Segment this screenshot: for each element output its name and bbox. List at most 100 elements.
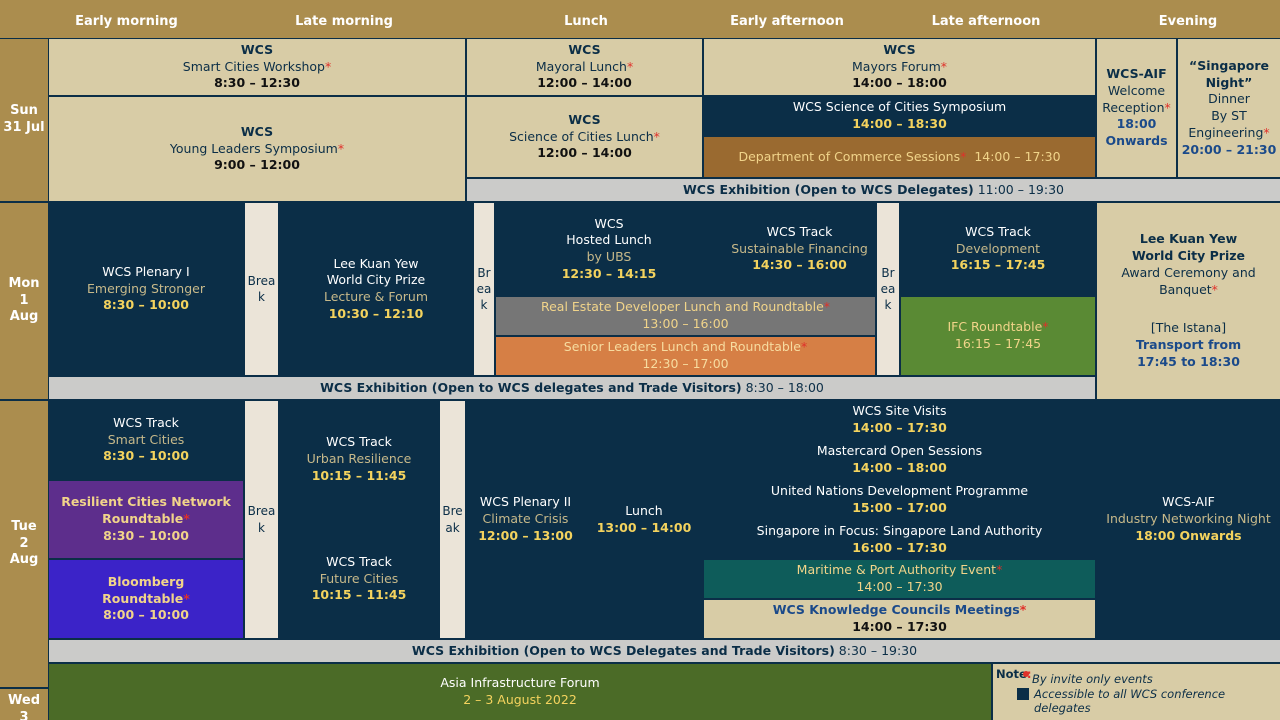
break-mon-3: Break — [877, 203, 899, 375]
event-title: Real Estate Developer Lunch and Roundtab… — [540, 299, 824, 315]
event-tue-lunch[interactable]: Lunch 13:00 – 14:00 — [586, 401, 702, 638]
invite-marker: * — [823, 299, 831, 315]
event-senior-leaders-roundtable[interactable]: Senior Leaders Lunch and Roundtable* 12:… — [496, 337, 875, 375]
invite-marker: * — [626, 58, 634, 74]
event-title: Development — [955, 240, 1041, 256]
day-label-sun: Sun 31 Jul — [0, 39, 48, 201]
event-real-estate-roundtable[interactable]: Real Estate Developer Lunch and Roundtab… — [496, 297, 875, 335]
event-wcs-hosted-lunch[interactable]: WCS Hosted Lunch by UBS 12:30 – 14:15 — [496, 203, 722, 295]
day-name: Wed — [8, 693, 40, 708]
event-time: 13:00 – 16:00 — [642, 316, 729, 331]
event-title: Climate Crisis — [482, 511, 569, 527]
event-title: IFC Roundtable — [947, 319, 1043, 335]
event-org: WCS — [568, 111, 601, 127]
event-development-track[interactable]: WCS Track Development 16:15 – 17:45 — [901, 203, 1095, 295]
event-department-of-commerce-sessions[interactable]: Department of Commerce Sessions* 14:00 –… — [704, 137, 1095, 177]
break-tue-1: Break — [245, 401, 278, 638]
event-time: 9:00 – 12:00 — [214, 157, 300, 173]
exhibition-time: 11:00 – 19:30 — [977, 181, 1064, 197]
day-date: 1 Aug — [9, 292, 39, 325]
event-sustainable-financing[interactable]: WCS Track Sustainable Financing 14:30 – … — [724, 203, 875, 295]
event-line: World City Prize — [326, 272, 426, 288]
event-time: 15:00 – 17:00 — [852, 500, 947, 515]
invite-marker: * — [996, 562, 1003, 578]
event-science-of-cities-symposium[interactable]: WCS Science of Cities Symposium 14:00 – … — [704, 97, 1095, 135]
break-label: Break — [442, 504, 463, 535]
event-ifc-roundtable[interactable]: IFC Roundtable* 16:15 – 17:45 — [901, 297, 1095, 375]
event-future-cities-track[interactable]: WCS Track Future Cities 10:15 – 11:45 — [280, 520, 438, 638]
event-org: WCS Plenary I — [102, 263, 190, 279]
event-time: 10:30 – 12:10 — [328, 305, 424, 321]
event-time: 14:00 – 18:00 — [852, 460, 947, 475]
event-title: Senior Leaders Lunch and Roundtable — [563, 339, 801, 355]
exhibition-bar-tue[interactable]: WCS Exhibition (Open to WCS Delegates an… — [49, 640, 1280, 662]
event-title: Lecture & Forum — [323, 289, 428, 304]
event-smart-cities-track[interactable]: WCS Track Smart Cities 8:30 – 10:00 — [49, 401, 243, 479]
exhibition-label: WCS Exhibition (Open to WCS Delegates) — [683, 181, 974, 197]
event-wcs-plenary-2[interactable]: WCS Plenary II Climate Crisis 12:00 – 13… — [467, 401, 584, 638]
event-time: 16:15 – 17:45 — [950, 257, 1046, 273]
exhibition-bar-sun[interactable]: WCS Exhibition (Open to WCS Delegates) 1… — [467, 179, 1280, 201]
event-org: WCS Track — [965, 223, 1031, 239]
event-time: 14:30 – 16:00 — [752, 257, 847, 273]
event-title: Singapore in Focus: Singapore Land Autho… — [756, 522, 1043, 538]
invite-marker: * — [1211, 281, 1218, 297]
invite-marker: * — [1042, 319, 1049, 335]
event-young-leaders-symposium[interactable]: WCS Young Leaders Symposium* 9:00 – 12:0… — [49, 97, 465, 201]
event-time: 14:00 – 17:30 — [974, 148, 1061, 164]
event-time: 12:30 – 17:00 — [642, 356, 729, 371]
event-title: Industry Networking Night — [1106, 511, 1271, 527]
invite-marker: * — [1019, 602, 1027, 618]
event-urban-resilience-track[interactable]: WCS Track Urban Resilience 10:15 – 11:45 — [280, 401, 438, 518]
event-time: 8:00 – 10:00 — [103, 607, 189, 623]
event-wcs-aif-networking-night[interactable]: WCS-AIF Industry Networking Night 18:00 … — [1097, 401, 1280, 638]
event-wcs-plenary-1[interactable]: WCS Plenary I Emerging Stronger 8:30 – 1… — [49, 203, 243, 375]
event-time: 8:30 – 10:00 — [103, 297, 189, 313]
event-lky-prize-award-banquet[interactable]: Lee Kuan Yew World City Prize Award Cere… — [1097, 203, 1280, 399]
event-venue: [The Istana] — [1150, 320, 1227, 336]
exhibition-bar-mon[interactable]: WCS Exhibition (Open to WCS delegates an… — [49, 377, 1095, 399]
event-smart-cities-workshop[interactable]: WCS Smart Cities Workshop* 8:30 – 12:30 — [49, 39, 465, 95]
event-title: WCS Knowledge Councils Meetings — [772, 602, 1020, 618]
event-wcs-site-visits[interactable]: WCS Site Visits 14:00 – 17:30 — [704, 401, 1095, 439]
event-org: WCS Track — [326, 434, 392, 450]
event-time: 12:30 – 14:15 — [561, 265, 657, 281]
event-line: Engineering — [1188, 124, 1264, 140]
event-title: Sustainable Financing — [731, 240, 868, 256]
event-asia-infrastructure-forum[interactable]: Asia Infrastructure Forum 2 – 3 August 2… — [49, 664, 991, 720]
day-label-tue: Tue 2 Aug — [0, 401, 48, 687]
legend-note: Note: By invite only events Accessible t… — [993, 664, 1280, 720]
event-undp[interactable]: United Nations Development Programme 15:… — [704, 481, 1095, 519]
event-resilient-cities-roundtable[interactable]: Resilient Cities Network Roundtable* 8:3… — [49, 481, 243, 558]
event-mayoral-lunch[interactable]: WCS Mayoral Lunch* 12:00 – 14:00 — [467, 39, 702, 95]
event-transport: Transport from — [1135, 337, 1242, 353]
event-title: Future Cities — [319, 570, 399, 586]
event-time: 12:00 – 13:00 — [478, 527, 573, 543]
event-title: WCS Science of Cities Symposium — [792, 99, 1007, 115]
event-mastercard-open-sessions[interactable]: Mastercard Open Sessions 14:00 – 18:00 — [704, 441, 1095, 479]
event-title-2: Roundtable — [102, 511, 184, 527]
event-org: WCS — [568, 41, 601, 57]
event-time: 10:15 – 11:45 — [311, 587, 407, 603]
event-line: Reception — [1102, 99, 1165, 115]
event-science-of-cities-lunch[interactable]: WCS Science of Cities Lunch* 12:00 – 14:… — [467, 97, 702, 177]
event-knowledge-councils-meetings[interactable]: WCS Knowledge Councils Meetings* 14:00 –… — [704, 600, 1095, 638]
event-singapore-land-authority[interactable]: Singapore in Focus: Singapore Land Autho… — [704, 521, 1095, 558]
event-lky-lecture-forum[interactable]: Lee Kuan Yew World City Prize Lecture & … — [280, 203, 472, 375]
event-maritime-port-authority[interactable]: Maritime & Port Authority Event* 14:00 –… — [704, 560, 1095, 598]
event-wcs-aif-welcome-reception[interactable]: WCS-AIF Welcome Reception* 18:00 Onwards — [1097, 39, 1176, 177]
break-label: Break — [880, 265, 896, 313]
event-org: WCS — [240, 41, 274, 57]
event-time: 8:30 – 10:00 — [103, 527, 189, 543]
event-mayors-forum[interactable]: WCS Mayors Forum* 14:00 – 18:00 — [704, 39, 1095, 95]
invite-dot-icon — [1022, 667, 1030, 677]
event-singapore-night-dinner[interactable]: “Singapore Night” Dinner By ST Engineeri… — [1178, 39, 1280, 177]
invite-marker: * — [1263, 124, 1270, 140]
event-title: Lee Kuan Yew — [1139, 231, 1238, 247]
header-evening: Evening — [1098, 6, 1278, 37]
invite-marker: * — [653, 128, 660, 144]
header-late-morning: Late morning — [244, 6, 444, 37]
event-org: WCS — [883, 41, 916, 57]
event-bloomberg-roundtable[interactable]: Bloomberg Roundtable* 8:00 – 10:00 — [49, 560, 243, 638]
event-line: Lee Kuan Yew — [333, 255, 419, 271]
